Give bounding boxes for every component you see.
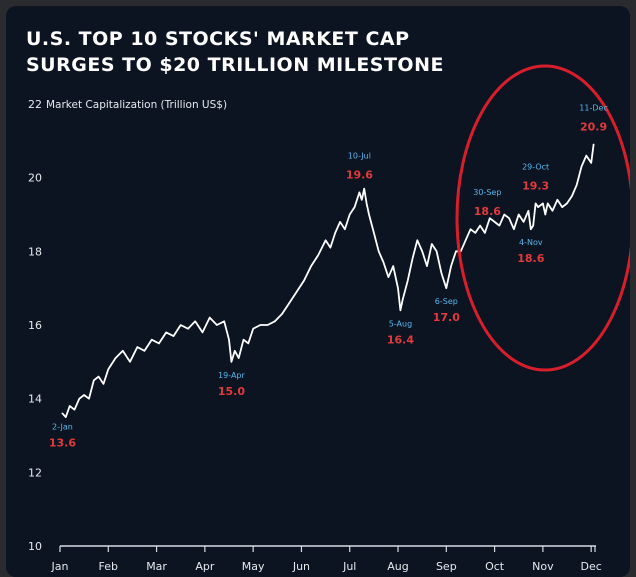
x-tick-label: Jul (342, 560, 356, 573)
y-tick-label: 10 (28, 540, 42, 553)
annotation-date: 5-Aug (389, 319, 412, 328)
y-tick-label: 16 (28, 319, 42, 332)
annotation: 10-Jul 19.6 (346, 151, 373, 181)
highlight-ellipse (455, 64, 630, 372)
x-tick-label: Aug (387, 560, 408, 573)
annotation-date: 30-Sep (473, 188, 501, 197)
annotation-date: 10-Jul (348, 151, 371, 160)
annotation-value: 18.6 (474, 205, 501, 218)
annotation-date: 11-Dec (579, 104, 608, 113)
x-tick-label: Mar (146, 560, 167, 573)
y-axis-label: Market Capitalization (Trillion US$) (46, 99, 227, 111)
annotation-date: 4-Nov (519, 238, 543, 247)
y-tick-label: 12 (28, 466, 42, 479)
x-tick-label: Nov (532, 560, 554, 573)
x-tick-label: Jun (292, 560, 310, 573)
series-layer (61, 143, 595, 419)
x-tick-label: Apr (195, 560, 215, 573)
annotation: 11-Dec 20.9 (579, 104, 608, 134)
series-line (61, 143, 595, 419)
annotation-value: 19.3 (522, 179, 549, 192)
annotation-date: 19-Apr (218, 371, 245, 380)
annotations-layer: 2-Jan 13.6 19-Apr 15.0 10-Jul 19.6 5-Aug 16.4 6-… (49, 104, 608, 450)
annotation-value: 17.0 (433, 311, 460, 324)
annotation-value: 18.6 (517, 252, 544, 265)
annotation: 6-Sep 17.0 (433, 297, 460, 324)
annotation: 19-Apr 15.0 (218, 371, 246, 398)
y-axis: 10 12 14 16 18 20 22 Market Capitalization (Tri… (28, 98, 227, 553)
x-tick-label: Feb (99, 560, 118, 573)
chart-subtitle: SURGES TO $20 TRILLION MILESTONE (26, 54, 444, 76)
annotation-date: 2-Jan (52, 422, 73, 431)
x-tick-label: Oct (485, 560, 505, 573)
x-axis: Jan Feb Mar Apr May Jun Jul Aug Sep Oct Nov Dec (51, 545, 602, 573)
y-tick-label: 22 (28, 98, 42, 111)
x-tick-label: Dec (581, 560, 602, 573)
y-tick-label: 14 (28, 393, 42, 406)
chart-card: U.S. TOP 10 STOCKS' MARKET CAP SURGES TO… (6, 6, 630, 577)
annotation: 30-Sep 18.6 (473, 188, 501, 218)
annotation: 29-Oct 19.3 (522, 162, 549, 192)
annotation: 2-Jan 13.6 (49, 422, 76, 449)
highlight-layer (455, 64, 630, 372)
annotation-value: 19.6 (346, 168, 373, 181)
annotation: 4-Nov 18.6 (517, 238, 544, 265)
x-tick-label: Jan (51, 560, 69, 573)
annotation-date: 29-Oct (522, 162, 549, 171)
x-tick-label: Sep (436, 560, 457, 573)
annotation-value: 20.9 (580, 121, 607, 134)
market-cap-line-chart: 10 12 14 16 18 20 22 Market Capitalization (Tri… (28, 64, 630, 573)
y-tick-label: 18 (28, 245, 42, 258)
x-tick-label: May (242, 560, 265, 573)
chart-title: U.S. TOP 10 STOCKS' MARKET CAP (26, 28, 410, 50)
annotation: 5-Aug 16.4 (387, 319, 414, 346)
annotation-date: 6-Sep (435, 297, 458, 306)
annotation-value: 13.6 (49, 436, 76, 449)
annotation-value: 15.0 (218, 385, 245, 398)
y-tick-label: 20 (28, 172, 42, 185)
annotation-value: 16.4 (387, 333, 414, 346)
